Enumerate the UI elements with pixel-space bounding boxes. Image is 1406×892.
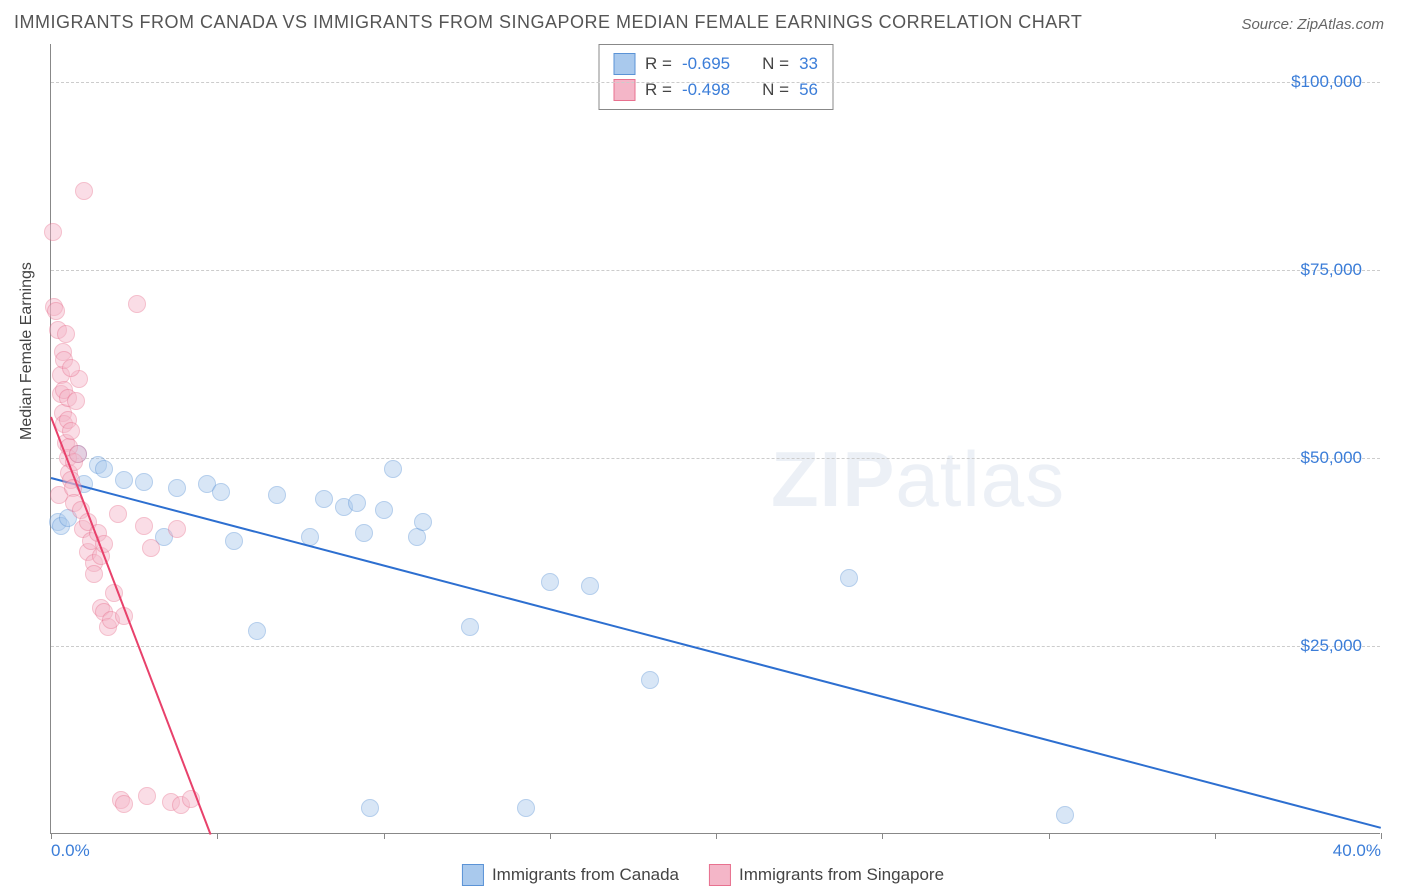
scatter-point (268, 486, 286, 504)
scatter-point (248, 622, 266, 640)
scatter-point (135, 473, 153, 491)
scatter-point (361, 799, 379, 817)
scatter-point (62, 359, 80, 377)
x-tick (1381, 833, 1382, 839)
watermark: ZIPatlas (771, 434, 1065, 525)
y-tick-label: $100,000 (1291, 72, 1362, 92)
x-tick (550, 833, 551, 839)
chart-plot-area: ZIPatlas R = -0.695 N = 33 R = -0.498 N = 56 $2… (50, 44, 1380, 834)
scatter-point (348, 494, 366, 512)
scatter-point (67, 392, 85, 410)
y-tick-label: $25,000 (1301, 636, 1362, 656)
x-tick (882, 833, 883, 839)
scatter-point (135, 517, 153, 535)
scatter-point (44, 223, 62, 241)
x-tick-label: 40.0% (1333, 841, 1381, 861)
scatter-point (225, 532, 243, 550)
y-tick-label: $75,000 (1301, 260, 1362, 280)
scatter-point (355, 524, 373, 542)
n-value: 56 (799, 80, 818, 100)
scatter-point (62, 422, 80, 440)
legend-swatch (462, 864, 484, 886)
r-label: R = (645, 80, 672, 100)
scatter-point (142, 539, 160, 557)
scatter-point (168, 479, 186, 497)
scatter-point (115, 795, 133, 813)
scatter-point (69, 445, 87, 463)
source-label: Source: ZipAtlas.com (1241, 16, 1384, 33)
scatter-point (109, 505, 127, 523)
scatter-point (212, 483, 230, 501)
x-tick-label: 0.0% (51, 841, 90, 861)
scatter-point (138, 787, 156, 805)
scatter-point (1056, 806, 1074, 824)
scatter-point (384, 460, 402, 478)
trend-line (51, 477, 1381, 829)
series-legend: Immigrants from Canada Immigrants from Si… (462, 864, 944, 886)
x-tick (1215, 833, 1216, 839)
scatter-point (168, 520, 186, 538)
x-tick (217, 833, 218, 839)
scatter-point (47, 302, 65, 320)
scatter-point (414, 513, 432, 531)
legend-label: Immigrants from Canada (492, 865, 679, 885)
gridline-h (51, 82, 1380, 83)
scatter-point (95, 460, 113, 478)
y-tick-label: $50,000 (1301, 448, 1362, 468)
legend-swatch (709, 864, 731, 886)
scatter-point (517, 799, 535, 817)
legend-swatch (613, 53, 635, 75)
x-tick (51, 833, 52, 839)
scatter-point (115, 471, 133, 489)
legend-label: Immigrants from Singapore (739, 865, 944, 885)
y-axis-label: Median Female Earnings (18, 262, 36, 440)
chart-title: IMMIGRANTS FROM CANADA VS IMMIGRANTS FRO… (14, 12, 1082, 33)
x-tick (384, 833, 385, 839)
scatter-point (375, 501, 393, 519)
scatter-point (57, 325, 75, 343)
x-tick (716, 833, 717, 839)
scatter-point (840, 569, 858, 587)
n-label: N = (762, 80, 789, 100)
gridline-h (51, 270, 1380, 271)
stats-row: R = -0.695 N = 33 (613, 51, 818, 77)
scatter-point (75, 182, 93, 200)
scatter-point (541, 573, 559, 591)
n-label: N = (762, 54, 789, 74)
legend-item: Immigrants from Canada (462, 864, 679, 886)
scatter-point (315, 490, 333, 508)
legend-item: Immigrants from Singapore (709, 864, 944, 886)
x-tick (1049, 833, 1050, 839)
gridline-h (51, 646, 1380, 647)
scatter-point (461, 618, 479, 636)
scatter-point (85, 565, 103, 583)
n-value: 33 (799, 54, 818, 74)
stats-legend-box: R = -0.695 N = 33 R = -0.498 N = 56 (598, 44, 833, 110)
scatter-point (581, 577, 599, 595)
r-value: -0.498 (682, 80, 730, 100)
scatter-point (128, 295, 146, 313)
r-value: -0.695 (682, 54, 730, 74)
gridline-h (51, 458, 1380, 459)
scatter-point (641, 671, 659, 689)
r-label: R = (645, 54, 672, 74)
